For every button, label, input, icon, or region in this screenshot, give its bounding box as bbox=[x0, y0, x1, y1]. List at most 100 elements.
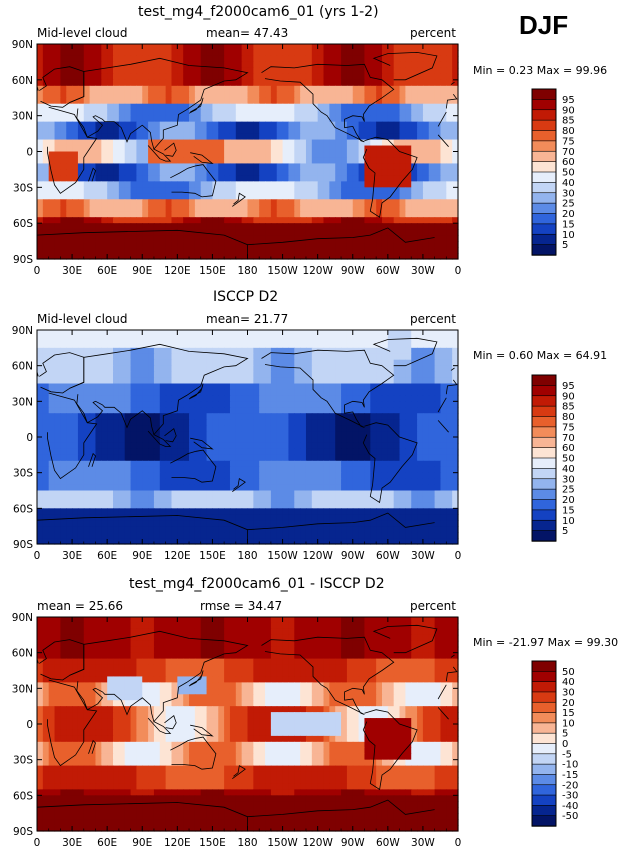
field-cell bbox=[294, 181, 301, 188]
field-cell bbox=[376, 335, 383, 343]
field-cell bbox=[118, 73, 126, 81]
field-cell bbox=[352, 496, 360, 503]
field-cell bbox=[200, 127, 208, 135]
field-cell bbox=[335, 401, 342, 408]
field-cell bbox=[136, 484, 143, 492]
field-cell bbox=[341, 466, 348, 474]
field-cell bbox=[142, 353, 149, 361]
field-cell bbox=[288, 55, 295, 63]
field-cell bbox=[411, 496, 418, 503]
field-cell bbox=[259, 241, 266, 248]
field-cell bbox=[229, 454, 237, 462]
field-cell bbox=[194, 79, 202, 87]
field-cell bbox=[346, 383, 354, 391]
colorbar-box bbox=[531, 244, 557, 256]
field-cell bbox=[89, 247, 97, 254]
field-cell bbox=[311, 115, 319, 123]
field-cell bbox=[305, 211, 313, 218]
field-cell bbox=[399, 133, 406, 141]
field-cell bbox=[113, 61, 120, 69]
field-cell bbox=[428, 419, 436, 426]
field-cell bbox=[411, 91, 418, 99]
field-cell bbox=[177, 55, 184, 63]
field-cell bbox=[148, 490, 155, 498]
field-cell bbox=[341, 353, 348, 361]
field-cell bbox=[358, 157, 366, 165]
field-cell bbox=[124, 133, 132, 141]
field-cell bbox=[265, 145, 272, 153]
field-cell bbox=[422, 472, 430, 480]
field-cell bbox=[148, 67, 155, 75]
field-cell bbox=[399, 55, 406, 63]
field-cell bbox=[311, 496, 319, 503]
field-cell bbox=[440, 103, 447, 111]
field-cell bbox=[200, 133, 208, 141]
field-cell bbox=[282, 121, 290, 129]
field-cell bbox=[352, 163, 360, 171]
field-cell bbox=[124, 103, 132, 111]
field-cell bbox=[142, 217, 149, 224]
field-cell bbox=[305, 371, 313, 379]
field-cell bbox=[113, 425, 120, 432]
field-cell bbox=[323, 407, 330, 414]
field-cell bbox=[364, 359, 371, 367]
field-cell bbox=[42, 205, 50, 212]
field-cell bbox=[218, 389, 225, 396]
field-cell bbox=[323, 229, 330, 236]
field-cell bbox=[89, 85, 97, 93]
field-cell bbox=[305, 478, 313, 486]
field-cell bbox=[428, 175, 436, 182]
field-cell bbox=[142, 103, 149, 111]
field-cell bbox=[393, 97, 401, 105]
field-cell bbox=[452, 448, 459, 456]
field-cell bbox=[153, 502, 161, 509]
field-cell bbox=[77, 151, 85, 159]
field-cell bbox=[118, 425, 126, 432]
field-cell bbox=[358, 121, 366, 129]
field-cell bbox=[212, 103, 219, 111]
field-cell bbox=[335, 508, 342, 515]
field-cell bbox=[317, 55, 325, 63]
field-cell bbox=[399, 151, 406, 159]
field-cell bbox=[165, 199, 173, 206]
field-cell bbox=[311, 133, 319, 141]
field-cell bbox=[60, 235, 67, 242]
field-cell bbox=[329, 187, 336, 194]
field-cell bbox=[235, 401, 243, 408]
field-cell bbox=[171, 181, 178, 188]
field-cell bbox=[370, 145, 377, 153]
field-cell bbox=[224, 371, 231, 379]
field-cell bbox=[72, 109, 79, 117]
field-cell bbox=[224, 169, 231, 176]
field-cell bbox=[148, 377, 155, 385]
field-cell bbox=[247, 217, 254, 224]
field-cell bbox=[60, 341, 67, 349]
field-cell bbox=[282, 61, 290, 69]
field-cell bbox=[381, 103, 389, 111]
field-cell bbox=[352, 508, 360, 515]
field-cell bbox=[247, 205, 254, 212]
coastline-nz bbox=[232, 192, 246, 207]
field-cell bbox=[364, 395, 371, 402]
field-cell bbox=[270, 407, 278, 414]
field-cell bbox=[446, 157, 453, 165]
field-cell bbox=[417, 193, 424, 200]
field-cell bbox=[194, 115, 202, 123]
field-cell bbox=[446, 181, 453, 188]
field-cell bbox=[224, 247, 231, 254]
field-cell bbox=[440, 454, 447, 462]
field-cell bbox=[317, 383, 325, 391]
field-cell bbox=[101, 508, 108, 515]
field-cell bbox=[270, 431, 278, 438]
field-cell bbox=[212, 448, 219, 456]
field-cell bbox=[364, 335, 371, 343]
field-cell bbox=[434, 163, 442, 171]
field-cell bbox=[194, 454, 202, 462]
field-cell bbox=[183, 413, 190, 420]
field-cell bbox=[101, 145, 108, 153]
field-cell bbox=[136, 44, 143, 51]
field-cell bbox=[270, 359, 278, 367]
field-cell bbox=[305, 115, 313, 123]
field-cell bbox=[434, 377, 442, 385]
field-cell bbox=[224, 115, 231, 123]
